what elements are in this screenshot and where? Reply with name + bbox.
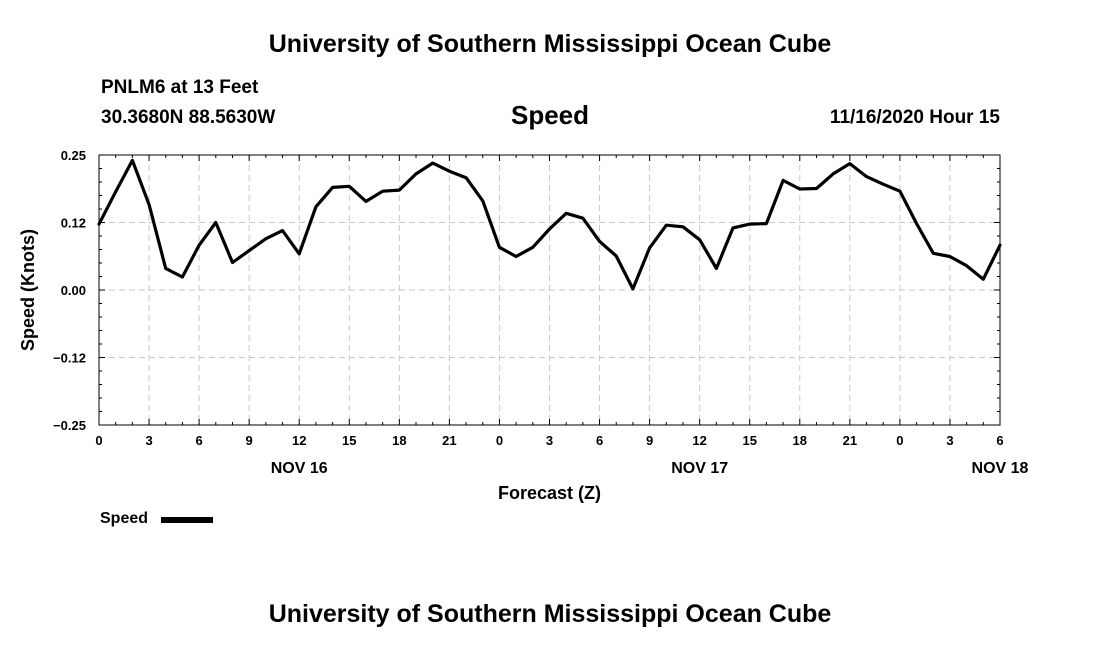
chart-title: Speed — [510, 100, 590, 130]
x-tick-label: 0 — [496, 433, 503, 448]
x-tick-label: 12 — [292, 433, 306, 448]
x-tick-label: 3 — [946, 433, 953, 448]
y-tick-label: 0.00 — [61, 283, 86, 298]
datetime-label: 11/16/2020 Hour 15 — [829, 107, 1000, 128]
x-tick-label: 0 — [896, 433, 903, 448]
x-tick-label: 3 — [145, 433, 152, 448]
x-tick-label: 21 — [442, 433, 456, 448]
x-tick-label: 9 — [246, 433, 253, 448]
x-tick-label: 12 — [692, 433, 706, 448]
x-tick-label: 18 — [793, 433, 807, 448]
footer-title: University of Southern Mississippi Ocean… — [268, 600, 832, 628]
legend-swatch — [161, 517, 213, 523]
tick-labels: −0.25 −0.12 0.00 0.12 0.25 0 3 6 9 12 15 18 21 0 3 6 9 12… — [18, 148, 1029, 503]
axes — [98, 154, 1001, 426]
station-label: PNLM6 at 13 Feet — [101, 77, 259, 98]
x-tick-label: 9 — [646, 433, 653, 448]
y-tick-label: −0.12 — [53, 351, 86, 366]
x-tick-label: 15 — [742, 433, 756, 448]
coordinates-label: 30.3680N 88.5630W — [101, 107, 276, 128]
x-tick-label: 6 — [195, 433, 202, 448]
x-tick-label: 15 — [342, 433, 356, 448]
legend-label: Speed — [100, 510, 149, 527]
grid-lines — [99, 155, 1000, 425]
x-tick-label: 18 — [392, 433, 406, 448]
series-layer — [97, 158, 1002, 291]
x-tick-label: 21 — [843, 433, 857, 448]
date-label: NOV 17 — [671, 460, 728, 477]
x-tick-label: 3 — [546, 433, 553, 448]
y-tick-label: 0.12 — [61, 216, 86, 231]
y-tick-label: 0.25 — [61, 148, 86, 163]
x-tick-label: 6 — [596, 433, 603, 448]
date-label: NOV 16 — [271, 460, 328, 477]
y-axis-title: Speed (Knots) — [18, 229, 38, 351]
x-tick-label: 6 — [996, 433, 1003, 448]
series-line-speed — [97, 158, 1002, 291]
y-tick-label: −0.25 — [53, 418, 86, 433]
x-axis-title: Forecast (Z) — [498, 483, 601, 503]
page-title: University of Southern Mississippi Ocean… — [268, 30, 832, 58]
x-tick-label: 0 — [95, 433, 102, 448]
date-label: NOV 18 — [972, 460, 1029, 477]
